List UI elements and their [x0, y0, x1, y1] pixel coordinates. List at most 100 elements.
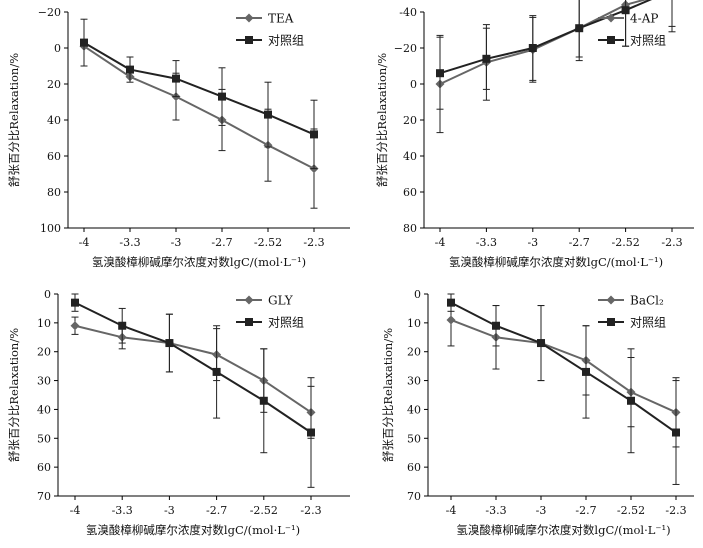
y-axis-label: 舒张百分比Relaxation/%: [375, 53, 389, 187]
y-tick-label: 50: [407, 432, 421, 445]
data-point-square: [436, 69, 444, 78]
data-point-square: [80, 38, 88, 47]
x-tick-label: -2.52: [250, 504, 278, 517]
data-point-square: [621, 6, 630, 15]
chart-panel-1: −20 0 20 40 60 80 100 -4 -3.3 -3 -2.7 -2.52 -2.3 氢溴酸樟…: [7, 6, 350, 269]
x-tick-label: -3.3: [485, 504, 506, 517]
x-axis-label: 氢溴酸樟柳碱摩尔浓度对数lgC/(mol·L⁻¹): [86, 523, 300, 537]
y-axis-label: 舒张百分比Relaxation/%: [381, 328, 395, 462]
y-tick-label: 60: [403, 186, 417, 199]
data-point-square: [172, 74, 180, 83]
series-line: [439, 0, 653, 75]
y-tick-label: 80: [47, 186, 61, 199]
data-point-square: [71, 298, 79, 307]
y-tick-label: 0: [54, 42, 61, 55]
x-tick-label: -3: [171, 236, 182, 249]
legend-label: 对照组: [630, 316, 666, 330]
data-point-square: [118, 321, 127, 330]
series-control: [447, 293, 680, 485]
legend: 4-AP 对照组: [598, 12, 666, 48]
data-point-square: [537, 339, 545, 348]
x-tick-label: -2.3: [661, 236, 682, 249]
y-tick-label: 30: [407, 375, 421, 388]
legend-label: GLY: [268, 294, 294, 308]
x-tick-label: -2.52: [611, 236, 639, 249]
data-point-square: [627, 396, 635, 405]
series-tea: [79, 41, 319, 209]
x-tick-label: -2.52: [254, 236, 282, 249]
legend-label: BaCl₂: [630, 294, 664, 308]
data-point-square: [575, 24, 584, 33]
y-tick-label: 10: [407, 317, 421, 330]
y-tick-label: 0: [410, 78, 417, 91]
y-tick-label: 40: [47, 114, 61, 127]
legend: BaCl₂ 对照组: [598, 294, 666, 330]
x-tick-label: -2.3: [665, 504, 686, 517]
data-point-square: [218, 92, 226, 101]
x-tick-label: -4: [435, 236, 446, 249]
x-tick-label: -3.3: [119, 236, 140, 249]
data-point-square: [672, 428, 680, 437]
legend-marker-diamond: [244, 13, 254, 23]
x-tick-label: -4: [79, 236, 90, 249]
legend-label: 对照组: [268, 34, 304, 48]
y-tick-label: 0: [44, 288, 51, 301]
y-tick-label: 20: [37, 346, 51, 359]
data-point-square: [492, 321, 500, 330]
series-line: [74, 301, 312, 434]
y-tick-label: 70: [407, 490, 421, 503]
series-line: [450, 301, 677, 434]
x-tick-label: -2.3: [300, 504, 321, 517]
x-tick-label: -4: [70, 504, 81, 517]
legend-marker-diamond: [606, 295, 616, 305]
y-tick-label: −20: [38, 6, 61, 19]
series-line: [83, 41, 315, 136]
legend: GLY 对照组: [236, 294, 304, 330]
chart-panel-4: 0 10 20 30 40 50 60 70 -4 -3.3 -3 -2.7 -2.52 -2.3 氢溴酸樟…: [381, 288, 694, 537]
x-tick-label: -3.3: [476, 236, 497, 249]
chart-panel-2: -40 −20 0 20 40 60 80 -4 -3.3 -3 -2.7 -2.52 -2.3 氢溴酸樟…: [375, 0, 694, 269]
series-control: [71, 293, 315, 488]
x-tick-label: -3.3: [112, 504, 133, 517]
series-line: [83, 45, 315, 170]
legend-label: 对照组: [268, 316, 304, 330]
data-point-diamond: [446, 315, 456, 325]
y-tick-label: 70: [37, 490, 51, 503]
data-point-square: [447, 298, 455, 307]
y-tick-label: 20: [403, 114, 417, 127]
legend-marker-square: [607, 36, 615, 44]
data-point-square: [582, 367, 590, 376]
y-axis-label: 舒张百分比Relaxation/%: [7, 53, 21, 187]
data-point-square: [528, 44, 537, 52]
legend-marker-diamond: [606, 13, 616, 23]
x-axis-label: 氢溴酸樟柳碱摩尔浓度对数lgC/(mol·L⁻¹): [92, 255, 306, 269]
series-line: [74, 324, 312, 414]
x-tick-label: -2.7: [206, 504, 227, 517]
series-gly: [70, 313, 316, 439]
y-tick-label: 40: [37, 403, 51, 416]
series-control: [80, 18, 318, 170]
y-tick-label: 60: [37, 461, 51, 474]
chart-panel-3: 0 10 20 30 40 50 60 70 -4 -3.3 -3 -2.7 -2.52 -2.3氢溴酸樟…: [7, 288, 350, 537]
y-tick-label: 60: [47, 150, 61, 163]
y-axis-label: 舒张百分比Relaxation/%: [7, 328, 21, 462]
x-tick-label: -2.7: [569, 236, 590, 249]
data-point-square: [310, 130, 318, 139]
x-tick-label: -2.7: [575, 504, 596, 517]
data-point-square: [307, 428, 315, 437]
legend-marker-square: [607, 318, 615, 326]
x-tick-label: -3: [536, 504, 547, 517]
y-tick-label: 40: [403, 150, 417, 163]
x-axis-label: 氢溴酸樟柳碱摩尔浓度对数lgC/(mol·L⁻¹): [456, 523, 670, 537]
y-tick-label: −20: [394, 42, 417, 55]
y-tick-label: 100: [40, 222, 61, 235]
legend: TEA 对照组: [236, 12, 304, 48]
legend-marker-square: [245, 318, 253, 326]
x-tick-label: -4: [446, 504, 457, 517]
series-line: [450, 319, 677, 414]
y-tick-label: 80: [403, 222, 417, 235]
data-point-diamond: [70, 321, 80, 331]
x-tick-label: -2.52: [617, 504, 645, 517]
legend-label: 4-AP: [630, 12, 658, 26]
